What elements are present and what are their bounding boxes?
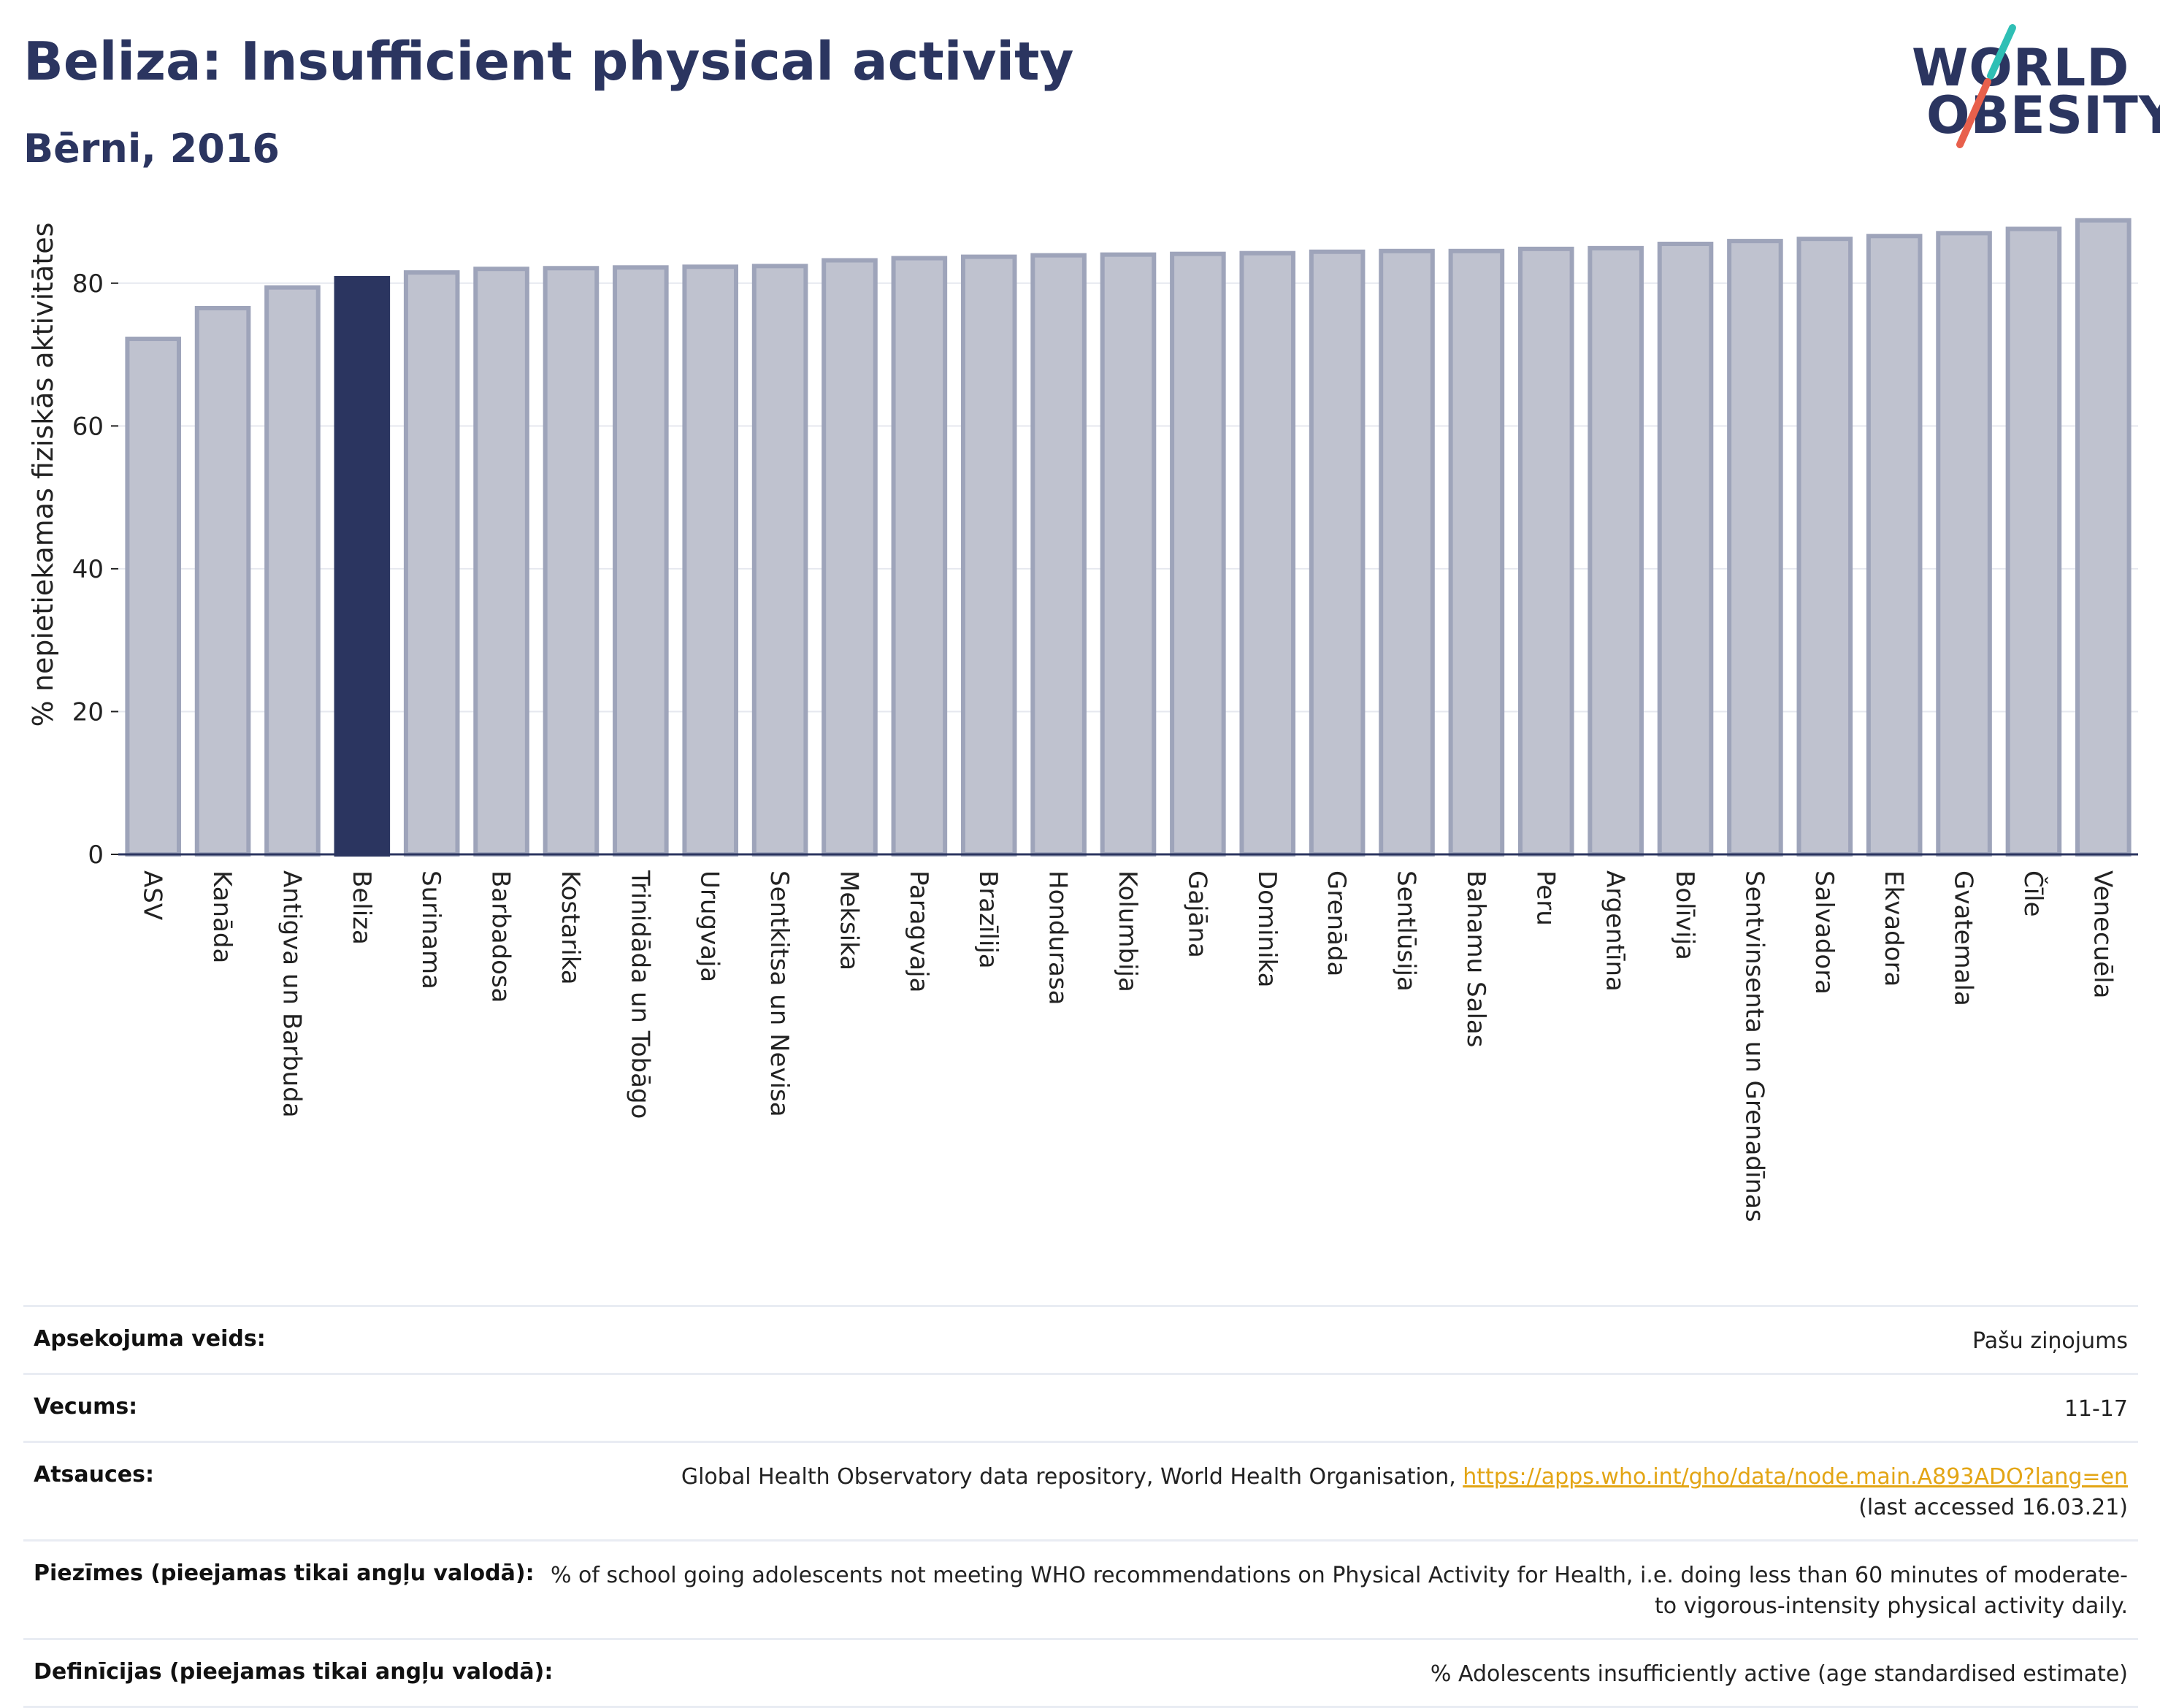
logo-slash-icon	[1956, 24, 2016, 148]
x-tick-label: Paragvaja	[904, 870, 933, 992]
reference-access-note: (last accessed 16.03.21)	[1858, 1495, 2128, 1520]
y-tick-label: 80	[72, 269, 104, 299]
meta-value: Pašu ziņojums	[1972, 1328, 2128, 1354]
meta-row-definitions: Definīcijas (pieejamas tikai angļu valod…	[23, 1638, 2138, 1708]
x-tick-label: Dominika	[1252, 870, 1282, 987]
x-tick-label: Gajāna	[1182, 870, 1211, 958]
bar-chart: 0 20 40 60 80 ASV Kanāda Antigva un Barbuda Beli…	[27, 218, 2138, 1222]
x-tick-label: Gvatemala	[1949, 870, 1978, 1006]
bar-Antigva un Barbuda	[264, 285, 321, 857]
x-tick-label: Trinidāda un Tobāgo	[625, 870, 654, 1119]
x-tick-label: Beliza	[347, 870, 376, 945]
reference-link[interactable]: https://apps.who.int/gho/data/node.main.…	[1463, 1464, 2128, 1490]
x-tick-label: Argentīna	[1601, 870, 1630, 992]
meta-label: Definīcijas (pieejamas tikai angļu valod…	[34, 1659, 554, 1685]
meta-value: % Adolescents insufficiently active (age…	[1430, 1661, 2128, 1687]
x-tick-label: Sentkitsa un Nevisa	[765, 870, 794, 1117]
x-tick-label: Salvadora	[1809, 870, 1839, 995]
bar-Trinidāda un Tobāgo	[613, 265, 669, 857]
bar-Ekvadora	[1866, 234, 1923, 857]
x-tick-label: Antigva un Barbuda	[277, 870, 306, 1118]
x-tick-label: Surinama	[416, 870, 445, 989]
bar-Čīle	[2005, 226, 2062, 857]
x-tick-label: Sentlūsija	[1392, 870, 1421, 992]
bar-Kanāda	[194, 306, 251, 857]
bar-Beliza	[334, 275, 391, 857]
bar-Salvadora	[1796, 237, 1853, 857]
x-tick-label: Grenāda	[1322, 870, 1351, 976]
meta-row-survey-type: Apsekojuma veids: Pašu ziņojums	[23, 1305, 2138, 1373]
bar-Urugvaja	[682, 264, 739, 857]
y-tick-label: 0	[88, 840, 104, 870]
bar-Surinama	[403, 270, 460, 857]
bar-Paragvaja	[891, 256, 948, 857]
y-tick-label: 20	[72, 697, 104, 727]
y-tick-label: 60	[72, 412, 104, 441]
bar-Kolumbija	[1100, 252, 1157, 857]
world-obesity-logo: WORLD OBESITY	[1906, 20, 2160, 152]
metadata-table: Apsekojuma veids: Pašu ziņojums Vecums: …	[23, 1305, 2138, 1708]
bar-Grenāda	[1309, 249, 1366, 857]
x-tick-label: Čīle	[2018, 870, 2048, 917]
logo-text-world: WORLD	[1912, 38, 2130, 98]
x-tick-label: Bolīvija	[1670, 870, 1699, 960]
x-tick-label: Venecuēla	[2088, 870, 2117, 998]
x-tick-label: Urugvaja	[695, 870, 724, 982]
x-tick-label: Bahamu Salas	[1461, 870, 1490, 1047]
bar-Barbadosa	[473, 267, 529, 857]
bar-Gajāna	[1170, 251, 1226, 857]
x-tick-label: Barbadosa	[486, 870, 516, 1003]
meta-value: Global Health Observatory data repositor…	[681, 1462, 2128, 1523]
bar-Bahamu Salas	[1448, 248, 1505, 857]
bar-Sentvinsenta un Grenadīnas	[1727, 239, 1783, 857]
x-tick-label: Hondurasa	[1043, 870, 1073, 1005]
bar-Argentīna	[1588, 245, 1644, 857]
bar-Hondurasa	[1030, 253, 1087, 857]
meta-row-references: Atsauces: Global Health Observatory data…	[23, 1441, 2138, 1539]
meta-label: Vecums:	[34, 1394, 138, 1420]
bar-Meksika	[822, 258, 878, 857]
bar-Sentlūsija	[1379, 248, 1435, 857]
bar-ASV	[125, 337, 181, 857]
meta-row-age: Vecums: 11-17	[23, 1373, 2138, 1441]
bar-Venecuēla	[2075, 218, 2132, 857]
reference-text: Global Health Observatory data repositor…	[681, 1464, 1463, 1490]
chart-subtitle: Bērni, 2016	[23, 126, 280, 172]
x-tick-label: Kolumbija	[1113, 870, 1142, 992]
y-axis-label: % nepietiekamas fiziskās aktivitātes	[27, 223, 59, 727]
meta-value: % of school going adolescents not meetin…	[550, 1563, 2128, 1619]
bar-Bolīvija	[1657, 242, 1714, 857]
meta-label: Piezīmes (pieejamas tikai angļu valodā):	[34, 1560, 535, 1586]
chart-title: Beliza: Insufficient physical activity	[23, 31, 1074, 92]
bar-Peru	[1517, 246, 1574, 857]
x-tick-label: Kostarika	[556, 870, 585, 985]
meta-value: 11-17	[2064, 1396, 2128, 1422]
x-tick-label: Meksika	[834, 870, 863, 970]
x-tick-label: Peru	[1531, 870, 1560, 926]
bar-Gvatemala	[1936, 231, 1992, 857]
meta-label: Atsauces:	[34, 1462, 154, 1487]
bars	[125, 218, 2132, 857]
x-tick-label: Ekvadora	[1879, 870, 1908, 987]
bar-Dominika	[1239, 250, 1296, 857]
x-tick-label: Kanāda	[207, 870, 237, 963]
bar-Sentkitsa un Nevisa	[751, 264, 808, 857]
x-tick-label: Sentvinsenta un Grenadīnas	[1739, 870, 1769, 1222]
x-tick-label: ASV	[138, 870, 167, 920]
meta-row-notes: Piezīmes (pieejamas tikai angļu valodā):…	[23, 1539, 2138, 1638]
x-tick-label: Brazīlija	[973, 870, 1003, 969]
bar-Kostarika	[543, 266, 600, 857]
axes: 0 20 40 60 80 ASV Kanāda Antigva un Barbuda Beli…	[72, 269, 2138, 1222]
meta-label: Apsekojuma veids:	[34, 1326, 266, 1352]
bar-Brazīlija	[960, 254, 1017, 857]
y-tick-label: 40	[72, 555, 104, 584]
